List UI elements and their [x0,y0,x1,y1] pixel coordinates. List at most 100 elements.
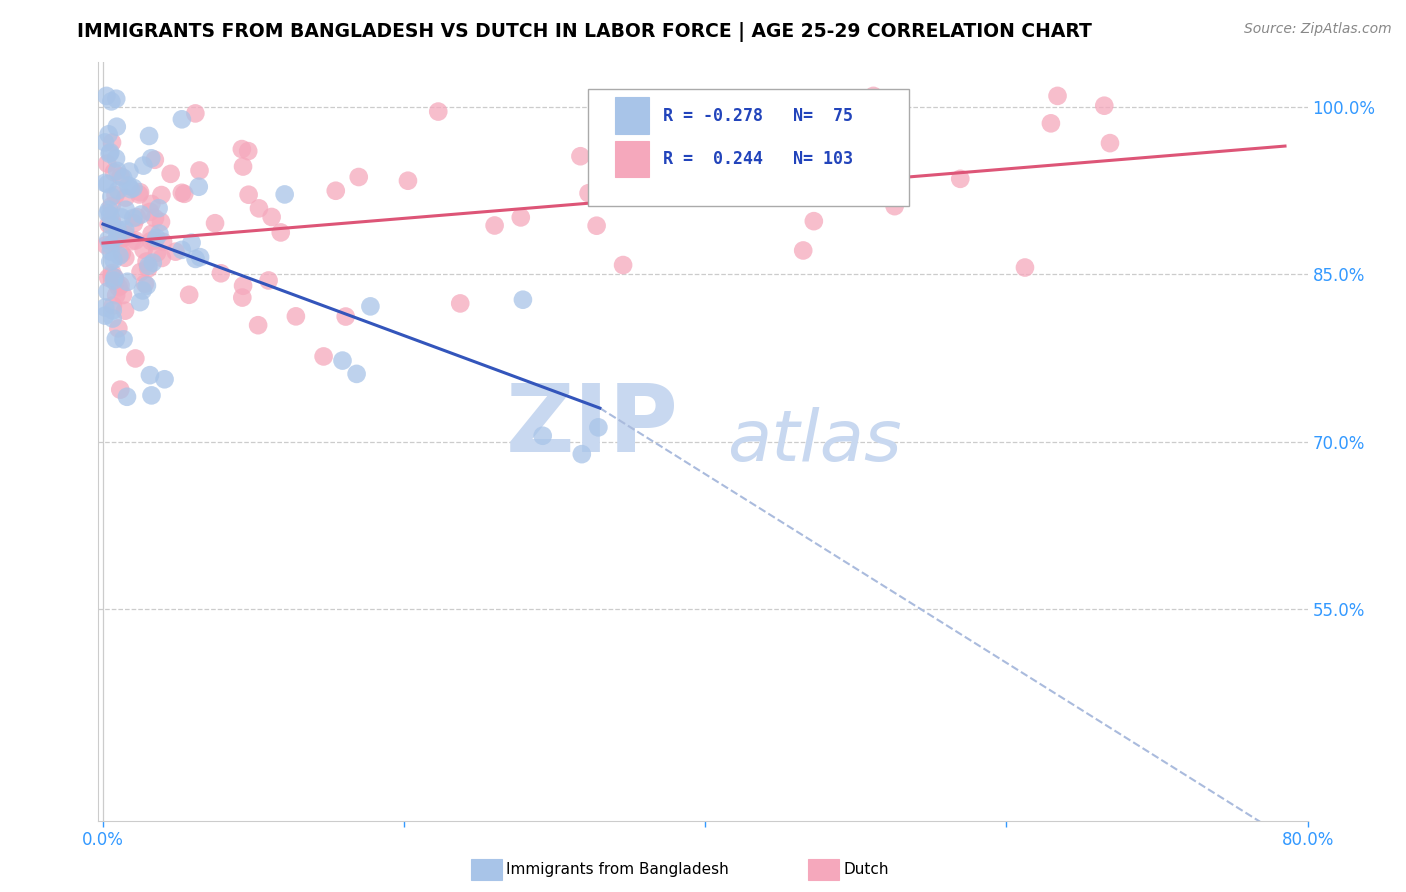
Point [173,186,195,201]
Point [148,227,170,241]
Point [862,88,884,103]
Point [111,288,134,302]
Point [238,144,260,158]
Point [347,169,370,184]
Point [134,277,156,291]
Point [270,226,292,240]
Point [231,142,253,156]
Point [122,211,145,225]
Point [231,291,253,305]
Point [136,261,159,276]
Point [122,181,145,195]
Point [1039,116,1062,130]
Point [129,265,152,279]
Text: ZIP: ZIP [506,380,679,473]
Point [111,231,134,245]
Point [335,310,357,324]
Text: Immigrants from Bangladesh: Immigrants from Bangladesh [506,863,728,877]
Point [143,211,166,226]
Point [150,215,173,229]
Point [97,270,120,285]
Point [153,372,176,386]
Point [100,199,122,213]
Point [115,390,138,404]
Point [101,266,124,280]
Point [100,212,122,227]
Point [98,145,121,160]
Point [204,216,226,230]
Point [1014,260,1036,275]
Point [135,254,157,268]
Point [165,244,187,259]
Point [883,199,905,213]
Point [312,350,335,364]
Point [131,284,153,298]
Point [97,218,120,232]
Point [117,178,139,193]
Point [179,287,201,301]
Point [449,296,471,310]
Point [396,174,419,188]
Point [427,104,450,119]
Text: R =  0.244   N= 103: R = 0.244 N= 103 [664,150,853,168]
Point [139,368,162,383]
Point [118,164,141,178]
Point [150,188,173,202]
Point [145,231,167,245]
Point [114,223,136,237]
Bar [614,141,648,177]
Point [509,211,531,225]
Point [512,293,534,307]
Point [115,227,138,242]
Text: Source: ZipAtlas.com: Source: ZipAtlas.com [1244,22,1392,37]
Point [114,191,136,205]
Point [135,278,157,293]
Point [332,353,354,368]
Point [188,250,211,264]
Point [585,219,607,233]
Point [100,238,122,252]
Point [170,186,193,200]
Point [138,259,160,273]
Point [100,244,122,259]
FancyBboxPatch shape [588,89,908,207]
Point [141,151,163,165]
Point [114,251,136,265]
Point [180,235,202,250]
Point [139,234,162,248]
Point [114,303,136,318]
Point [100,218,122,232]
Point [146,245,169,260]
Point [112,332,135,346]
Point [104,332,127,346]
Point [94,301,117,315]
Point [612,258,634,272]
Point [100,95,122,109]
Point [284,310,307,324]
Point [121,234,143,248]
Point [104,275,127,289]
Point [188,163,211,178]
Point [578,186,600,201]
Point [143,153,166,167]
Text: R = -0.278   N=  75: R = -0.278 N= 75 [664,106,853,125]
Point [117,275,139,289]
Point [359,299,381,313]
Point [98,254,121,268]
Point [745,113,768,128]
Point [120,182,142,196]
Point [96,177,118,191]
Point [238,187,260,202]
Point [148,201,170,215]
Point [96,285,118,299]
Point [97,206,120,220]
Point [124,234,146,248]
Point [129,295,152,310]
Point [103,270,125,285]
Point [260,210,283,224]
Point [1098,136,1121,150]
Point [142,255,165,269]
Point [141,227,163,241]
Point [247,202,270,216]
Point [141,388,163,402]
